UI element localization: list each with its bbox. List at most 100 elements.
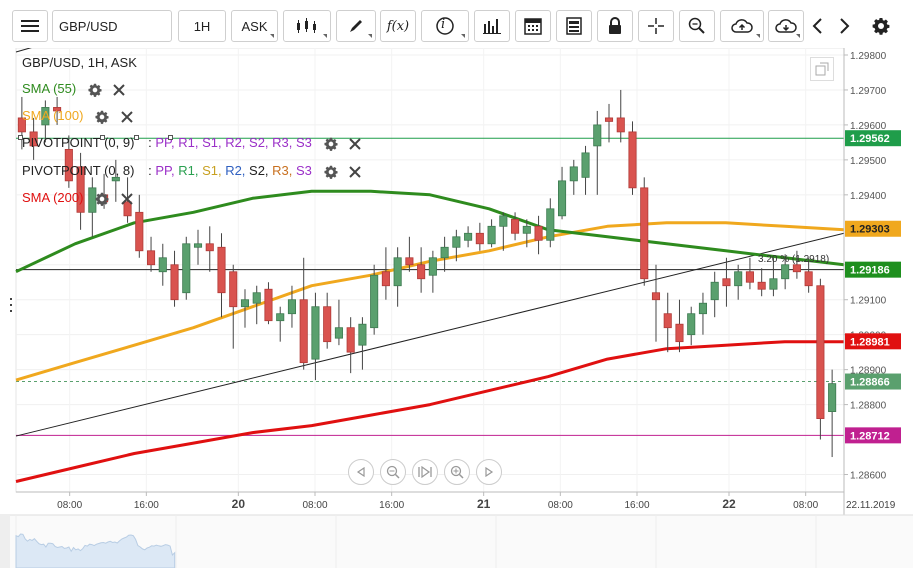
- symbol-selector[interactable]: GBP/USD: [52, 10, 172, 42]
- indicators-button[interactable]: [474, 10, 510, 42]
- pivot-level-r3: R3,: [272, 163, 296, 178]
- interval-selector[interactable]: 1H: [178, 10, 226, 42]
- candle-body: [299, 299, 308, 364]
- legend-header: GBP/USD, 1H, ASK: [22, 54, 137, 71]
- trendline: [15, 232, 845, 437]
- candle-body: [593, 124, 602, 147]
- candle-body: [111, 176, 120, 182]
- time-tick-label: 20: [232, 497, 246, 511]
- candle-body: [452, 236, 461, 248]
- close-icon[interactable]: [349, 137, 361, 150]
- upload-button[interactable]: [720, 10, 764, 42]
- price-tick-label: 1.28900: [850, 366, 887, 377]
- price-badge: [845, 427, 901, 444]
- legend-sma200[interactable]: SMA (200): [22, 189, 133, 206]
- candle-body: [734, 271, 743, 287]
- pivot-level-s2: S2,: [249, 163, 273, 178]
- legend-pivot-8[interactable]: PIVOTPOINT (0, 8) : PP, R1, S1, R2, S2, …: [22, 162, 361, 179]
- time-tick-label: 16:00: [624, 500, 649, 511]
- arrow-right-icon: [485, 467, 494, 477]
- zoom-button[interactable]: [679, 10, 715, 42]
- time-tick-label: 08:00: [793, 500, 818, 511]
- zoom-in-button[interactable]: [444, 459, 470, 485]
- legend-symbol: GBP/USD, 1H, ASK: [22, 55, 137, 70]
- gear-icon[interactable]: [95, 192, 109, 206]
- gear-icon[interactable]: [323, 137, 338, 151]
- menu-button[interactable]: [12, 10, 48, 42]
- popout-button[interactable]: [810, 57, 834, 81]
- price-tick-label: 1.29100: [850, 296, 887, 307]
- cloud-upload-icon: [731, 19, 753, 33]
- candle-body: [170, 264, 179, 301]
- fx-label: f(x): [386, 18, 410, 34]
- candle-body: [581, 152, 590, 178]
- scroll-left-button[interactable]: [348, 459, 374, 485]
- info-button[interactable]: i: [421, 10, 469, 42]
- calendar-icon: [524, 18, 542, 35]
- pivot-level-s3: S3: [296, 163, 312, 178]
- legend-sma55[interactable]: SMA (55): [22, 80, 126, 97]
- candle-body: [710, 281, 719, 301]
- close-icon[interactable]: [120, 192, 133, 205]
- candle-body: [487, 225, 496, 245]
- zoom-out-button[interactable]: [380, 459, 406, 485]
- price-tick-label: 1.29500: [850, 156, 887, 167]
- candle-body: [616, 117, 625, 133]
- candle-body: [640, 187, 649, 280]
- draw-tool-button[interactable]: [336, 10, 376, 42]
- layout-button[interactable]: [556, 10, 592, 42]
- candle-body: [393, 257, 402, 287]
- chart-navigator: [348, 459, 502, 485]
- close-icon[interactable]: [113, 83, 126, 96]
- download-button[interactable]: [768, 10, 804, 42]
- close-icon[interactable]: [349, 165, 361, 178]
- time-tick-label: 21: [477, 497, 491, 511]
- price-side-selector[interactable]: ASK: [231, 10, 278, 42]
- candle-body: [205, 243, 214, 252]
- price-badge: [845, 220, 901, 237]
- gear-icon[interactable]: [323, 165, 338, 179]
- selection-handle[interactable]: [168, 135, 173, 141]
- selection-handle[interactable]: [134, 135, 139, 141]
- candle-body: [569, 166, 578, 182]
- candle-body: [276, 313, 285, 322]
- settings-button[interactable]: [868, 10, 894, 42]
- lock-button[interactable]: [597, 10, 633, 42]
- sma200-line: [15, 340, 844, 483]
- candle-body: [264, 288, 273, 322]
- chart-type-button[interactable]: [283, 10, 331, 42]
- next-button[interactable]: [834, 10, 856, 42]
- current-date-label: 22.11.2019: [846, 500, 896, 511]
- price-tick-label: 1.29700: [850, 86, 887, 97]
- scroll-right-button[interactable]: [476, 459, 502, 485]
- calendar-button[interactable]: [515, 10, 551, 42]
- candle-body: [534, 225, 543, 241]
- candle-body: [698, 302, 707, 315]
- selection-handle[interactable]: [100, 135, 105, 141]
- legend-sma100-label: SMA (100): [22, 108, 84, 123]
- reset-zoom-button[interactable]: [412, 459, 438, 485]
- prev-button[interactable]: [806, 10, 828, 42]
- candle-body: [311, 306, 320, 360]
- crosshair-icon: [648, 18, 664, 34]
- crosshair-button[interactable]: [638, 10, 674, 42]
- formula-button[interactable]: f(x): [380, 10, 416, 42]
- resize-handle-dot: [10, 304, 12, 306]
- close-icon[interactable]: [120, 110, 133, 123]
- pivot-level-pp: PP,: [155, 135, 179, 150]
- candle-body: [240, 299, 250, 308]
- candle-body: [651, 292, 661, 301]
- gear-icon[interactable]: [88, 83, 102, 97]
- candle-body: [499, 215, 508, 227]
- candle-body: [17, 117, 26, 133]
- legend-pivot-9[interactable]: PIVOTPOINT (0, 9) : PP, R1, S1, R2, S2, …: [22, 134, 361, 151]
- candle-body: [828, 383, 837, 412]
- candle-body: [252, 292, 261, 304]
- selection-handle[interactable]: [18, 135, 23, 141]
- candle-body: [53, 107, 62, 112]
- legend-sma100[interactable]: SMA (100): [22, 107, 133, 124]
- gear-icon[interactable]: [95, 110, 109, 124]
- price-side-label: ASK: [241, 18, 268, 34]
